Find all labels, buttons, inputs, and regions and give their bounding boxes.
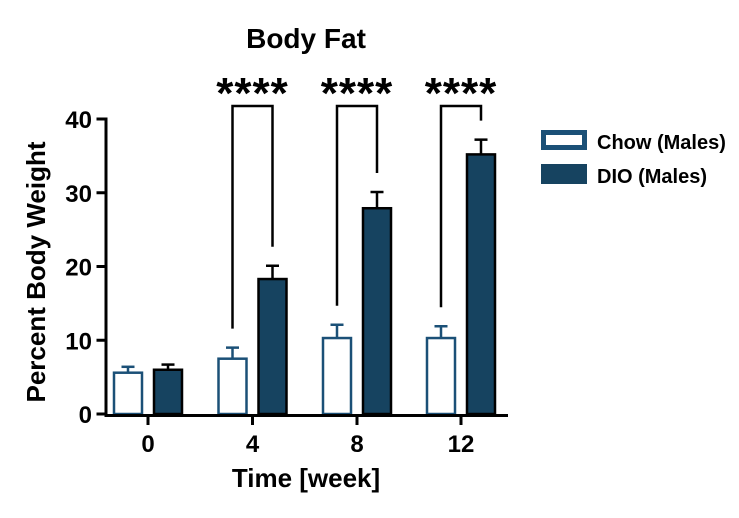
- y-tick-20: [96, 265, 105, 268]
- legend: Chow (Males) DIO (Males): [541, 130, 726, 188]
- x-axis-line: [104, 414, 508, 417]
- sig-bracket-week-4: [231, 104, 274, 329]
- plot-area: 0 10 20 30 40 0 4 8 12 **** **** ****: [65, 69, 508, 458]
- sig-bracket-week-8: [335, 104, 379, 306]
- y-tick-label-0: 0: [79, 402, 92, 429]
- bar-chow-week-8: [321, 336, 353, 416]
- bar-dio-week-4: [257, 277, 288, 416]
- bar-dio-week-0: [152, 368, 184, 416]
- legend-swatch-dio: [541, 164, 587, 184]
- x-tick-4: [251, 417, 254, 425]
- x-tick-0: [146, 417, 150, 425]
- x-tick-label-0: 0: [141, 431, 154, 458]
- sig-bracket-week-12: [439, 104, 483, 308]
- y-tick-40: [96, 117, 105, 121]
- legend-label-chow: Chow (Males): [597, 132, 726, 154]
- bar-chow-week-4: [217, 357, 248, 416]
- chart-title: Body Fat: [246, 23, 366, 54]
- x-tick-label-8: 8: [350, 431, 363, 458]
- x-tick-12: [459, 417, 463, 425]
- x-tick-8: [355, 417, 359, 425]
- y-tick-label-10: 10: [65, 328, 92, 355]
- x-axis-label: Time [week]: [232, 463, 380, 493]
- y-tick-label-20: 20: [65, 255, 92, 282]
- y-axis-line: [104, 117, 108, 417]
- x-tick-label-4: 4: [246, 431, 260, 458]
- y-tick-label-40: 40: [65, 107, 92, 134]
- y-tick-10: [96, 338, 105, 342]
- sig-stars-week-8: ****: [321, 69, 394, 118]
- sig-stars-week-12: ****: [425, 69, 498, 118]
- y-axis-label: Percent Body Weight: [21, 141, 51, 402]
- y-tick-label-30: 30: [65, 181, 92, 208]
- y-tick-30: [96, 191, 105, 195]
- bar-dio-week-8: [361, 206, 393, 416]
- bar-chow-week-12: [425, 336, 457, 416]
- x-tick-label-12: 12: [448, 431, 475, 458]
- legend-swatch-chow: [541, 130, 587, 150]
- bar-dio-week-12: [465, 153, 497, 416]
- sig-stars-week-4: ****: [216, 69, 289, 118]
- y-tick-0: [96, 412, 105, 416]
- legend-label-dio: DIO (Males): [597, 166, 707, 188]
- bar-chow-week-0: [112, 371, 144, 416]
